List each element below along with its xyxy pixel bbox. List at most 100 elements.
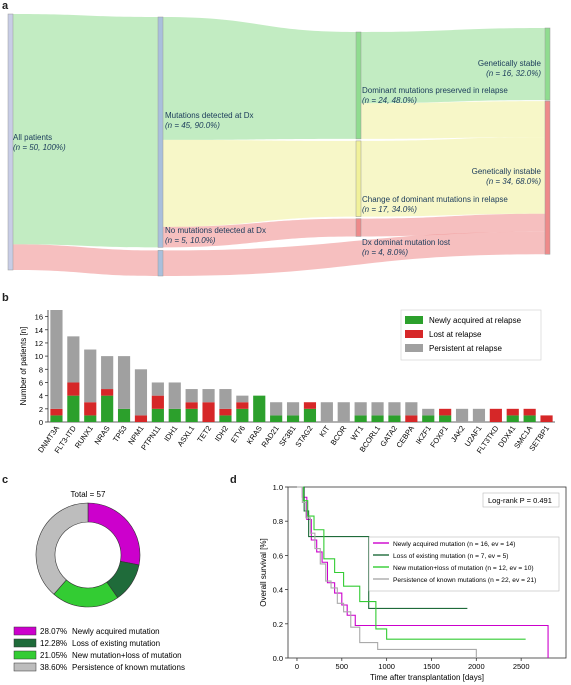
bar-persistent-at-relapse-wt1: [354, 402, 367, 416]
sankey-node-mut: [157, 16, 164, 248]
donut-slice-new-mutation-loss-of-mutation: [53, 579, 119, 608]
bar-newly-acquired-at-relapse-ikzf1: [422, 415, 435, 422]
bar-persistent-at-relapse-sf3b1: [286, 402, 300, 416]
sankey-link-all-nomut: [13, 244, 158, 276]
donut-legend-label-loss-of-existing-mutation: Loss of existing mutation: [72, 639, 160, 648]
bar-persistent-at-relapse-asxl1: [185, 389, 198, 403]
sankey-sublabel-instable: (n = 34, 68.0%): [486, 177, 541, 186]
bar-persistent-at-relapse-jak2: [455, 408, 469, 422]
bar-persistent-at-relapse-rad21: [270, 402, 283, 416]
legend-swatch-persistent-at-relapse: [405, 344, 423, 352]
y-axis-label: Number of patients [n]: [19, 327, 28, 406]
sankey-link-lost-instable: [361, 213, 545, 237]
km-legend-box: [368, 536, 560, 592]
x-tick-label-nras: NRAS: [92, 424, 111, 446]
bar-persistent-at-relapse-etv6: [236, 395, 249, 403]
y-tick-label: 12: [35, 339, 43, 348]
panel-letter-a: a: [2, 0, 9, 12]
legend-swatch-lost-at-relapse: [405, 330, 423, 338]
x-tick-label-rad21: RAD21: [260, 424, 281, 449]
sankey-link-mut-change: [163, 139, 356, 227]
donut-legend-label-persistence-of-known-mutations: Persistence of known mutations: [72, 663, 185, 672]
x-tick-label-bcor: BCOR: [329, 424, 349, 447]
legend-label-lost-at-relapse: Lost at relapse: [429, 330, 482, 339]
bar-lost-at-relapse-setbp1: [540, 415, 553, 422]
donut-legend-label-newly-acquired-mutation: Newly acquired mutation: [72, 627, 160, 636]
donut-legend-swatch-newly-acquired-mutation: [13, 626, 37, 636]
km-curve-loss-of-existing-mutation-n-7-ev-5: [296, 486, 468, 609]
sankey-node-change: [355, 140, 362, 217]
bar-lost-at-relapse-asxl1: [185, 402, 198, 409]
sankey-label-pres: Dominant mutations preserved in relapse: [362, 86, 508, 95]
bar-persistent-at-relapse-npm1: [134, 369, 148, 416]
donut-slice-persistence-of-known-mutations: [35, 502, 89, 595]
x-tick-label: 1500: [423, 662, 440, 671]
sankey-diagram: All patients(n = 50, 100%) Mutations dete…: [7, 13, 551, 277]
x-tick-label-runx1: RUNX1: [73, 424, 95, 450]
y-tick-label: 1.0: [273, 483, 283, 492]
panel-letter-c: c: [2, 474, 9, 486]
donut-legend-swatch-loss-of-existing-mutation: [13, 638, 37, 648]
x-tick-label-cebpa: CEBPA: [394, 424, 416, 450]
bar-newly-acquired-at-relapse-flt3-itd: [67, 395, 80, 422]
y-tick-label: 8: [39, 365, 43, 374]
bar-newly-acquired-at-relapse-smc1a: [523, 415, 536, 422]
bar-lost-at-relapse-runx1: [84, 402, 97, 416]
bar-newly-acquired-at-relapse-sf3b1: [286, 415, 300, 422]
bar-lost-at-relapse-ddx41: [506, 408, 519, 416]
y-tick-label: 4: [39, 392, 43, 401]
bar-persistent-at-relapse-nras: [101, 356, 114, 390]
sankey-sublabel-pres: (n = 24, 48.0%): [362, 96, 417, 105]
sankey-link-pres-instable: [361, 101, 545, 139]
bar-newly-acquired-at-relapse-dnmt3a: [50, 415, 63, 422]
sankey-link-pres-stable: [361, 28, 545, 104]
bar-lost-at-relapse-flt3tkd: [489, 408, 502, 422]
bar-lost-at-relapse-stag2: [303, 402, 317, 409]
bar-lost-at-relapse-flt3-itd: [67, 382, 80, 396]
donut-legend-percent-persistence-of-known-mutations: 38.60%: [40, 663, 67, 672]
bar-lost-at-relapse-npm1: [134, 415, 148, 422]
x-tick-label: 0: [295, 662, 299, 671]
bar-lost-at-relapse-idh2: [219, 408, 232, 416]
bar-persistent-at-relapse-gata2: [388, 402, 401, 416]
y-tick-label: 0.2: [273, 620, 283, 629]
plot-frame: [287, 486, 567, 659]
bar-persistent-at-relapse-kit: [320, 402, 333, 422]
y-tick-label: 2: [39, 405, 43, 414]
y-axis-label: Overall survival [%]: [259, 538, 268, 606]
bar-persistent-at-relapse-runx1: [84, 349, 97, 403]
sankey-link-nomut-instable: [163, 231, 545, 276]
x-tick-label-tet2: TET2: [195, 424, 213, 444]
y-tick-label: 0.4: [273, 586, 283, 595]
bar-lost-at-relapse-etv6: [236, 402, 249, 409]
bar-persistent-at-relapse-ikzf1: [422, 408, 435, 416]
bar-persistent-at-relapse-bcor: [337, 402, 350, 422]
sankey-label-change: Change of dominant mutations in relapse: [362, 195, 508, 204]
legend-swatch-newly-acquired-at-relapse: [405, 316, 423, 324]
sankey-sublabel-mut: (n = 45, 90.0%): [165, 121, 220, 130]
bar-persistent-at-relapse-dnmt3a: [50, 310, 63, 409]
bar-persistent-at-relapse-idh2: [219, 389, 232, 409]
donut-legend-percent-new-mutation-loss-of-mutation: 21.05%: [40, 651, 67, 660]
bar-lost-at-relapse-nras: [101, 389, 114, 396]
bar-persistent-at-relapse-cebpa: [405, 402, 418, 416]
panel-letter-b: b: [2, 292, 9, 304]
bar-persistent-at-relapse-u2af1: [472, 408, 486, 422]
km-legend-label-new-mutation-loss-of-mutation-n-12-ev-10: New mutation+loss of mutation (n = 12, e…: [393, 565, 534, 572]
sankey-sublabel-change: (n = 17, 34.0%): [362, 205, 417, 214]
km-curve-newly-acquired-mutation-n-16-ev-14: [296, 486, 549, 658]
survival-curve-chart: 0 500 1000 1500 2000 2500 0.0 0.2 0.4 0.6 0.8 1.0 Ti…: [259, 483, 567, 682]
bar-lost-at-relapse-ptpn11: [151, 395, 164, 409]
bar-lost-at-relapse-tet2: [202, 402, 215, 422]
donut-legend-swatch-new-mutation-loss-of-mutation: [13, 650, 37, 660]
x-tick-label: 2500: [513, 662, 530, 671]
km-curve-persistence-of-known-mutations-n-22-ev-21: [296, 486, 477, 658]
legend-label-persistent-at-relapse: Persistent at relapse: [429, 344, 502, 353]
y-tick-label: 14: [35, 326, 43, 335]
x-tick-label-kit: KIT: [317, 424, 331, 439]
x-tick-label-idh2: IDH2: [213, 424, 230, 443]
bar-lost-at-relapse-dnmt3a: [50, 408, 63, 416]
y-tick-label: 0.6: [273, 551, 283, 560]
bar-newly-acquired-at-relapse-tp53: [117, 408, 131, 422]
